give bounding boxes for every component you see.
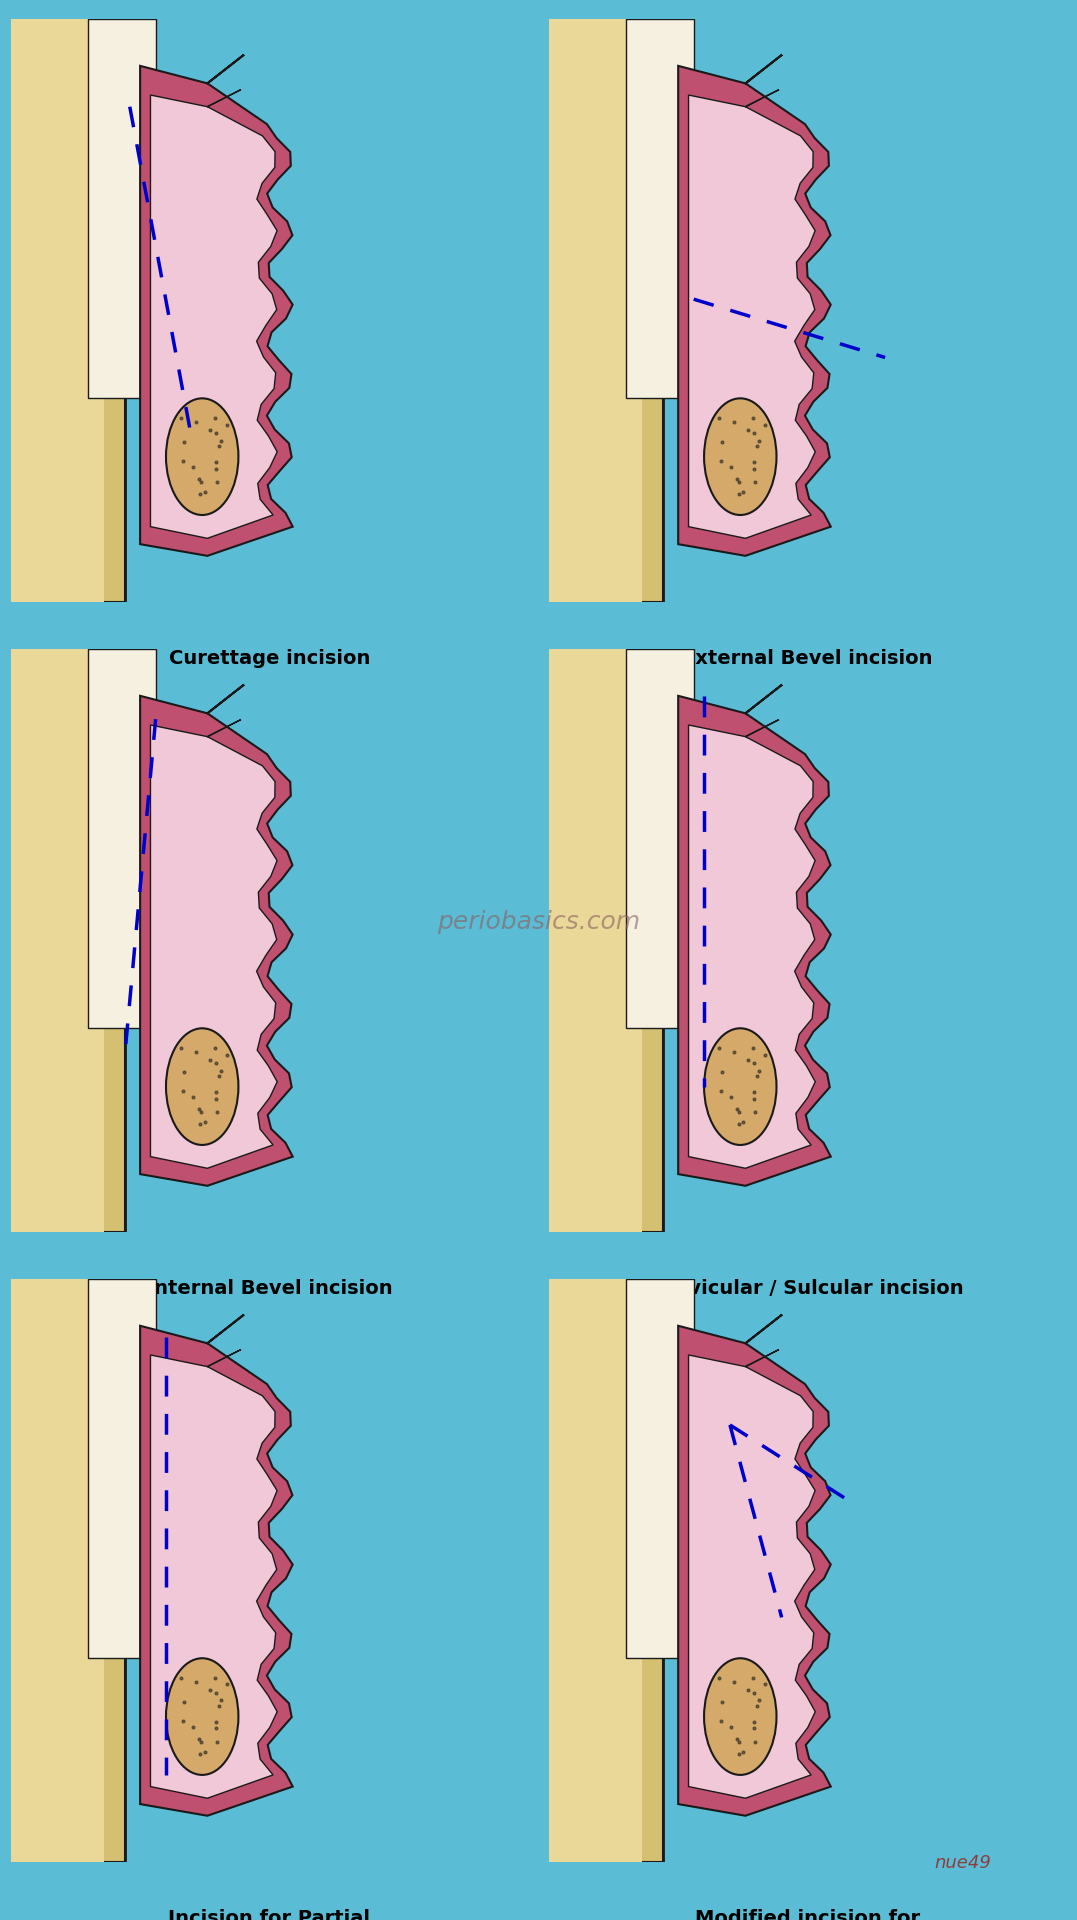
Ellipse shape — [704, 1659, 777, 1774]
Polygon shape — [627, 19, 694, 397]
Polygon shape — [88, 649, 156, 1029]
Polygon shape — [549, 1279, 662, 1862]
Polygon shape — [627, 1279, 694, 1659]
Polygon shape — [11, 649, 125, 1233]
Polygon shape — [679, 54, 830, 555]
Polygon shape — [140, 685, 293, 1187]
Text: Modified incision for
Ledge and Wedge technique: Modified incision for Ledge and Wedge te… — [651, 1908, 964, 1920]
Ellipse shape — [166, 397, 238, 515]
Polygon shape — [11, 19, 103, 603]
Text: nue49: nue49 — [934, 1855, 991, 1872]
Polygon shape — [688, 90, 815, 538]
Polygon shape — [11, 1279, 103, 1862]
Polygon shape — [627, 649, 694, 1029]
Polygon shape — [140, 54, 293, 555]
Polygon shape — [151, 90, 277, 538]
Polygon shape — [688, 720, 815, 1167]
Ellipse shape — [166, 1029, 238, 1144]
Polygon shape — [679, 685, 830, 1187]
Polygon shape — [140, 1315, 293, 1816]
Polygon shape — [679, 1315, 830, 1816]
Polygon shape — [549, 649, 662, 1233]
Polygon shape — [11, 1279, 125, 1862]
Polygon shape — [11, 649, 103, 1233]
Text: Internal Bevel incision: Internal Bevel incision — [146, 1279, 392, 1298]
Polygon shape — [151, 720, 277, 1167]
Polygon shape — [88, 1279, 156, 1659]
Text: External Bevel incision: External Bevel incision — [683, 649, 933, 668]
Ellipse shape — [704, 397, 777, 515]
Text: Incision for Partial
Thickness Flap: Incision for Partial Thickness Flap — [168, 1908, 370, 1920]
Text: Curettage incision: Curettage incision — [169, 649, 370, 668]
Text: Crevicular / Sulcular incision: Crevicular / Sulcular incision — [652, 1279, 964, 1298]
Text: periobasics.com: periobasics.com — [437, 910, 640, 933]
Polygon shape — [549, 649, 642, 1233]
Polygon shape — [688, 1350, 815, 1799]
Polygon shape — [549, 1279, 642, 1862]
Polygon shape — [549, 19, 642, 603]
Ellipse shape — [704, 1029, 777, 1144]
Ellipse shape — [166, 1659, 238, 1774]
Polygon shape — [88, 19, 156, 397]
Polygon shape — [549, 19, 662, 603]
Polygon shape — [151, 1350, 277, 1799]
Polygon shape — [11, 19, 125, 603]
